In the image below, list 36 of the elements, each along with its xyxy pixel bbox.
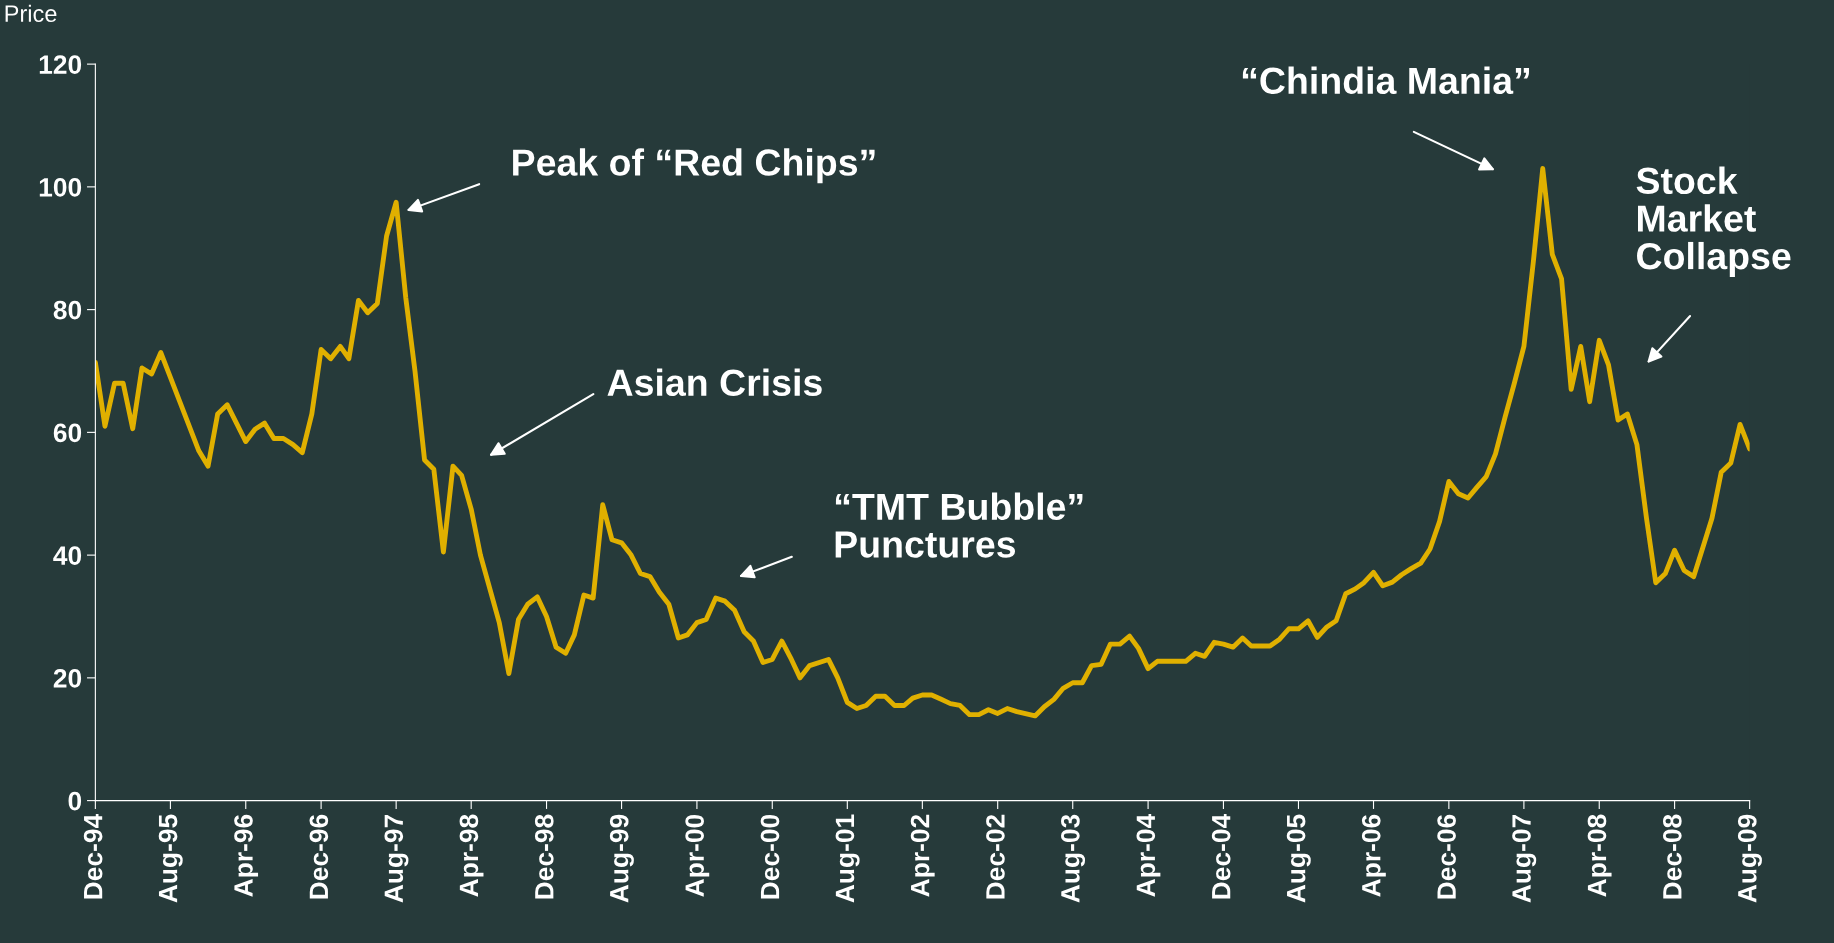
annotation: “Chindia Mania” [1242,66,1530,95]
x-tick-label: Apr-96 [234,814,259,897]
y-tick-label: 0 [68,791,82,811]
x-tick-label: Aug-95 [158,814,183,903]
x-tick-label: Aug-03 [1061,814,1086,903]
annotation: “TMT Bubble” Punctures [835,492,1083,558]
x-tick-label: Dec-06 [1437,814,1456,899]
x-tick-label: Dec-00 [760,814,780,899]
y-tick-label: 120 [39,55,82,74]
x-tick-label: Aug-01 [835,814,860,903]
x-tick-label: Apr-00 [685,814,710,897]
x-tick-label: Aug-07 [1512,814,1537,903]
annotation: Stock Market Collapse [1636,166,1791,277]
annotation: Asian Crisis [607,368,822,397]
x-tick-label: Apr-98 [459,814,484,897]
y-tick-label: 100 [39,178,82,197]
y-tick-label: 40 [53,546,82,565]
annotation: Peak of “Red Chips” [513,148,875,184]
x-tick-label: Aug-99 [609,814,634,903]
y-axis-title: Price [5,4,57,23]
x-tick-label: Apr-02 [910,814,935,897]
x-tick-label: Dec-08 [1662,814,1682,899]
x-tick-label: Apr-04 [1136,813,1161,897]
x-tick-label: Apr-06 [1361,814,1386,897]
x-tick-label: Dec-04 [1211,813,1231,899]
y-tick-label: 80 [53,300,82,320]
y-tick-label: 20 [53,668,82,688]
x-tick-label: Aug-09 [1737,814,1762,903]
x-tick-label: Apr-08 [1587,814,1612,897]
x-tick-label: Dec-98 [534,814,554,899]
x-tick-label: Aug-05 [1286,814,1311,903]
y-tick-label: 60 [53,423,82,443]
x-tick-label: Dec-96 [309,814,329,899]
x-tick-label: Aug-97 [384,814,409,903]
x-tick-label: Dec-02 [986,814,1005,899]
x-tick-label: Dec-94 [83,813,103,899]
